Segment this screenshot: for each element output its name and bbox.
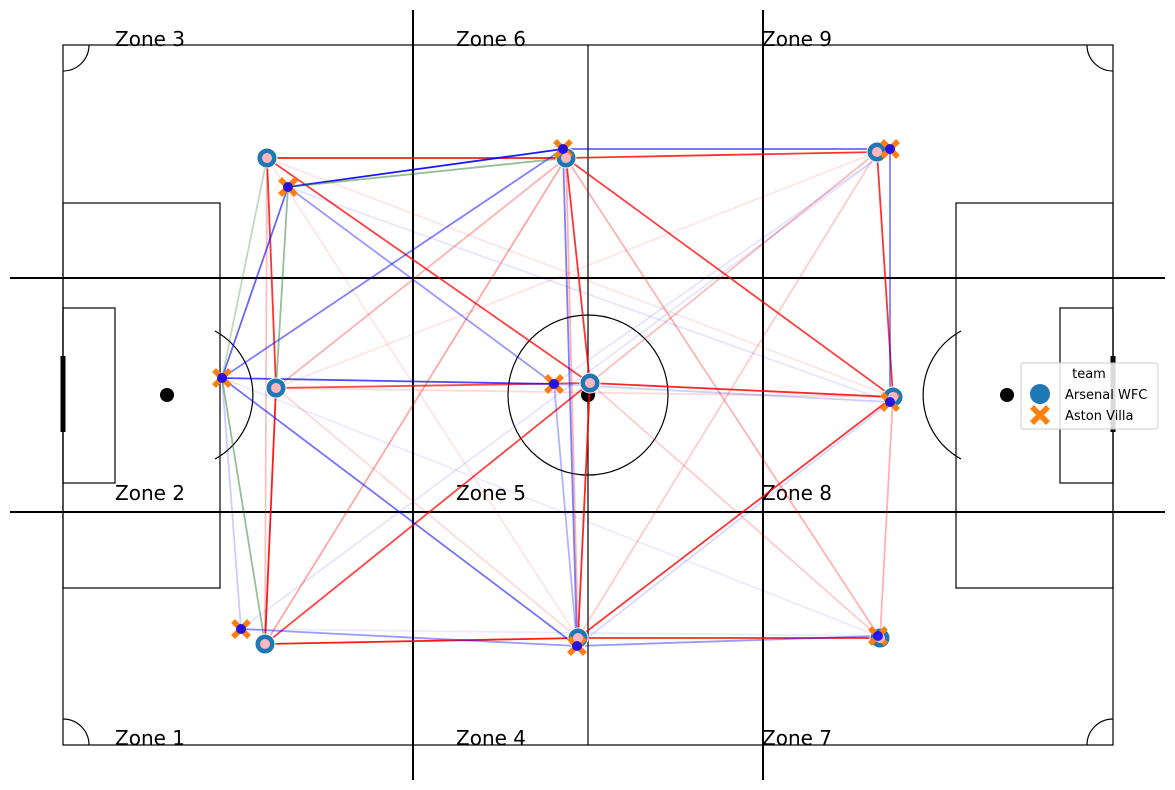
villa-zone-2-node [217, 373, 227, 383]
mixed-pass-link [221, 377, 266, 645]
arsenal-pass-link [264, 382, 591, 645]
zone-label-5: Zone 5 [456, 481, 526, 505]
arsenal-pass-link [275, 387, 894, 398]
villa-zone-4-node [572, 641, 582, 651]
legend-box [1020, 362, 1159, 430]
arsenal-zone-6-node [561, 153, 571, 163]
legend-villa-marker [1030, 405, 1050, 425]
zone-label-1: Zone 1 [115, 726, 185, 750]
villa-pass-link [221, 377, 879, 637]
right-penalty-spot [1000, 388, 1014, 402]
villa-zone-9-node [885, 144, 895, 154]
villa-pass-link [240, 148, 891, 630]
arsenal-pass-link [565, 157, 579, 639]
corner-arc-bottom-right [1086, 718, 1114, 746]
villa-zone-5-node [549, 379, 559, 389]
zone-label-8: Zone 8 [762, 481, 832, 505]
right-penalty-arc [922, 330, 962, 460]
corner-arc-bottom-left [62, 718, 90, 746]
corner-arc-top-left [62, 44, 90, 72]
arsenal-pass-link [577, 382, 591, 639]
left-penalty-arc [214, 330, 254, 460]
arsenal-pass-link [879, 396, 894, 639]
villa-pass-link [287, 148, 564, 188]
center-circle [507, 314, 669, 476]
arsenal-pass-link [589, 382, 881, 639]
legend: team Arsenal WFC Aston Villa [1020, 362, 1159, 430]
villa-pass-link [562, 148, 578, 647]
arsenal-pass-link [264, 637, 579, 645]
legend-title: team [1072, 367, 1106, 382]
villa-pass-link [240, 628, 578, 647]
arsenal-pass-link [266, 157, 591, 384]
arsenal-pass-link [264, 387, 277, 645]
villa-zone-6-node [558, 144, 568, 154]
villa-pass-link [553, 148, 891, 385]
villa-zone-8-node [885, 397, 895, 407]
arsenal-pass-link [275, 387, 579, 639]
villa-pass-link [553, 383, 891, 403]
villa-pass-link [553, 383, 578, 647]
villa-pass-link [576, 401, 891, 647]
villa-pass-link [240, 628, 879, 637]
zone-label-4: Zone 4 [456, 726, 526, 750]
villa-zone-3-node [283, 182, 293, 192]
zone-label-2: Zone 2 [115, 481, 185, 505]
villa-pass-link [221, 186, 289, 379]
arsenal-zone-9-node [872, 147, 882, 157]
left-six-yard-box [62, 307, 116, 484]
pass-nodes [217, 144, 898, 651]
arsenal-pass-link [266, 157, 579, 639]
arsenal-pass-link [577, 151, 878, 639]
arsenal-zone-3-node [262, 153, 272, 163]
arsenal-pass-link [264, 157, 567, 645]
arsenal-zone-4-node [573, 633, 583, 643]
arsenal-pass-link [577, 396, 894, 639]
left-penalty-spot [160, 388, 174, 402]
left-penalty-box [62, 202, 221, 589]
villa-pass-link [221, 377, 242, 630]
legend-villa-x [1030, 405, 1050, 425]
arsenal-pass-link [565, 151, 878, 159]
arsenal-zone-1-node [260, 639, 270, 649]
mixed-pass-link [221, 157, 268, 379]
arsenal-pass-link [275, 151, 878, 389]
arsenal-pass-link [565, 157, 591, 384]
zone-label-9: Zone 9 [762, 27, 832, 51]
arsenal-pass-link [266, 157, 894, 398]
arsenal-zone-5-node [585, 378, 595, 388]
villa-pass-link [576, 635, 879, 647]
zone-labels: Zone 3 Zone 6 Zone 9 Zone 2 Zone 5 Zone … [115, 27, 832, 750]
mixed-pass-link [287, 157, 567, 188]
arsenal-pass-link [565, 157, 894, 398]
arsenal-pass-link [266, 157, 277, 389]
arsenal-pass-link [589, 382, 894, 398]
legend-arsenal-marker [1030, 384, 1050, 404]
pass-links [221, 148, 894, 647]
villa-pass-link [287, 186, 555, 385]
arsenal-zone-2-node [271, 383, 281, 393]
arsenal-pass-link [565, 157, 881, 639]
arsenal-pass-link [589, 151, 878, 384]
legend-villa-label: Aston Villa [1065, 409, 1134, 424]
legend-arsenal-label: Arsenal WFC [1065, 388, 1147, 403]
corner-arc-top-right [1086, 44, 1114, 72]
arsenal-pass-link [264, 151, 878, 645]
villa-pass-link [221, 377, 578, 647]
arsenal-pass-link [264, 157, 268, 645]
zone-label-7: Zone 7 [762, 726, 832, 750]
mixed-pass-link [275, 186, 289, 389]
villa-zone-7-node [873, 631, 883, 641]
arsenal-pass-link [275, 157, 567, 389]
villa-pass-link [287, 186, 891, 403]
zone-label-6: Zone 6 [456, 27, 526, 51]
zone-label-3: Zone 3 [115, 27, 185, 51]
zone-grid [10, 10, 1165, 780]
villa-zone-1-node [236, 624, 246, 634]
